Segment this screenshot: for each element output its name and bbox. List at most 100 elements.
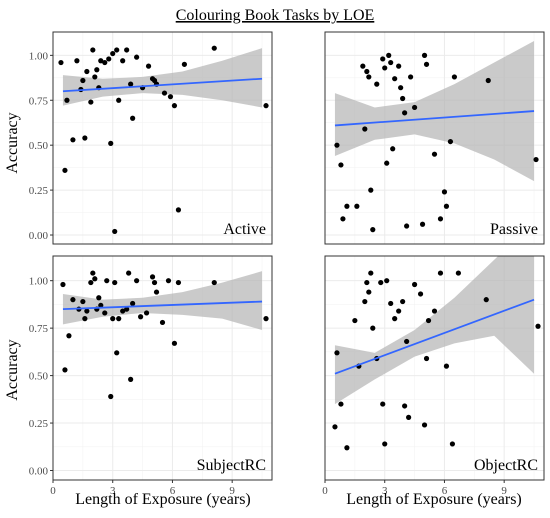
data-point — [171, 340, 178, 346]
data-point — [62, 167, 68, 173]
data-point — [402, 403, 408, 409]
data-point — [104, 278, 110, 284]
data-point — [384, 160, 390, 166]
data-point — [126, 270, 132, 276]
data-point — [483, 297, 489, 303]
panel-border — [52, 255, 273, 481]
chart-title: Colouring Book Tasks by LOE — [176, 7, 375, 24]
fit-line — [334, 298, 535, 375]
data-point — [134, 54, 140, 60]
data-point — [334, 350, 340, 356]
y-axis-title-bottom: Accuracy — [4, 339, 21, 400]
data-point — [437, 270, 444, 276]
data-point — [102, 59, 108, 66]
data-point — [134, 278, 140, 284]
data-point — [392, 316, 398, 322]
data-point — [90, 47, 96, 53]
data-point — [423, 61, 430, 67]
x-axis-title-right: Length of Exposure (years) — [346, 491, 522, 508]
data-point — [94, 67, 100, 73]
data-point — [408, 74, 414, 80]
data-point — [366, 74, 372, 80]
data-point — [130, 115, 136, 121]
fit-line — [62, 77, 263, 93]
data-point — [352, 317, 358, 324]
data-point — [74, 58, 80, 64]
y-tick-label: 1.00 — [29, 50, 49, 62]
x-tick-label: 3 — [110, 485, 116, 497]
data-point — [406, 414, 412, 420]
data-point — [364, 279, 370, 286]
y-tick-label: 0.75 — [29, 323, 49, 335]
data-point — [58, 59, 64, 66]
data-point — [114, 350, 120, 356]
data-point — [62, 367, 68, 373]
data-point — [161, 90, 168, 96]
data-point — [400, 95, 406, 102]
data-point — [263, 103, 269, 109]
x-tick-label: 6 — [442, 485, 448, 497]
data-point — [66, 333, 72, 339]
data-point — [116, 97, 122, 103]
data-point — [368, 270, 374, 276]
data-point — [151, 279, 158, 286]
data-point — [384, 278, 390, 284]
data-point — [535, 323, 541, 329]
data-point — [382, 65, 388, 71]
data-point — [181, 61, 187, 67]
data-point — [80, 77, 86, 84]
data-point — [443, 203, 450, 209]
data-point — [338, 401, 344, 407]
data-point — [64, 97, 70, 103]
data-point — [431, 308, 438, 314]
data-point — [263, 316, 269, 322]
data-point — [82, 316, 88, 322]
facet-label: SubjectRC — [197, 457, 266, 474]
data-point — [159, 319, 166, 326]
y-tick-label: 0.50 — [29, 371, 49, 383]
panel-border — [324, 31, 545, 245]
data-point — [128, 81, 134, 87]
data-point — [362, 298, 368, 305]
x-tick-label: 0 — [50, 485, 56, 497]
facet-label: Active — [223, 221, 266, 238]
data-point — [124, 47, 130, 53]
data-point — [390, 146, 396, 152]
data-point — [396, 308, 402, 314]
data-point — [130, 300, 136, 307]
data-point — [120, 58, 126, 64]
data-point — [340, 216, 346, 222]
data-point — [88, 99, 94, 105]
y-tick-label: 0.00 — [29, 230, 49, 242]
data-point — [102, 310, 108, 316]
panel-passive: Passive — [324, 31, 545, 245]
data-point — [344, 445, 350, 451]
x-tick-label: 9 — [229, 485, 235, 497]
data-point — [60, 281, 66, 288]
data-point — [388, 59, 394, 66]
data-point — [80, 298, 86, 305]
data-point — [370, 325, 376, 331]
data-point — [114, 47, 120, 53]
data-point — [211, 279, 217, 286]
data-point — [417, 291, 424, 297]
data-point — [441, 189, 448, 195]
data-point — [171, 103, 178, 109]
data-point — [70, 137, 76, 143]
data-point — [165, 278, 172, 284]
data-point — [388, 300, 394, 307]
panel-border — [52, 31, 273, 245]
y-tick-label: 0.50 — [29, 140, 49, 152]
data-point — [108, 393, 114, 400]
data-point — [84, 68, 90, 75]
data-point — [366, 289, 372, 295]
data-point — [360, 63, 366, 69]
data-point — [400, 298, 406, 305]
data-point — [153, 289, 160, 295]
facet-panels: Active 0.00 0.25 0.50 0.75 1.00 Passive Subject… — [29, 31, 545, 497]
panel-active: Active 0.00 0.25 0.50 0.75 1.00 — [29, 31, 273, 245]
data-point — [106, 56, 112, 62]
data-point — [380, 401, 386, 407]
data-point — [402, 110, 408, 116]
data-point — [338, 162, 344, 168]
